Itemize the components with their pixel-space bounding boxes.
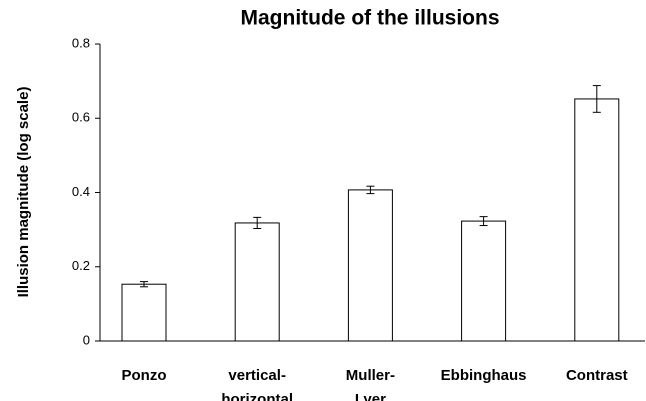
x-tick-label: Ebbinghaus bbox=[440, 367, 527, 384]
y-tick-label: 0 bbox=[83, 332, 90, 347]
error-bar bbox=[140, 281, 148, 288]
bar bbox=[574, 98, 620, 342]
x-tick-label: Ponzo bbox=[121, 367, 167, 384]
bar bbox=[347, 189, 393, 342]
bar bbox=[234, 222, 280, 342]
bar bbox=[121, 283, 167, 342]
chart-title: Magnitude of the illusions bbox=[241, 7, 500, 30]
y-tick-label: 0.8 bbox=[72, 35, 90, 50]
error-bar bbox=[479, 216, 488, 227]
y-tick-label: 0.2 bbox=[72, 258, 90, 273]
y-tick-label: 0.6 bbox=[72, 110, 90, 125]
y-axis-label: Illusion magnitude (log scale) bbox=[15, 87, 32, 298]
x-tick-label: Muller- Lyer bbox=[345, 367, 395, 401]
bar bbox=[461, 220, 507, 342]
error-bar bbox=[592, 85, 601, 113]
x-tick-label: vertical- horizontal bbox=[221, 367, 294, 401]
x-tick-label: Contrast bbox=[565, 367, 628, 384]
error-bar bbox=[253, 216, 262, 230]
y-tick-label: 0.4 bbox=[72, 184, 90, 199]
error-bar bbox=[366, 185, 375, 195]
